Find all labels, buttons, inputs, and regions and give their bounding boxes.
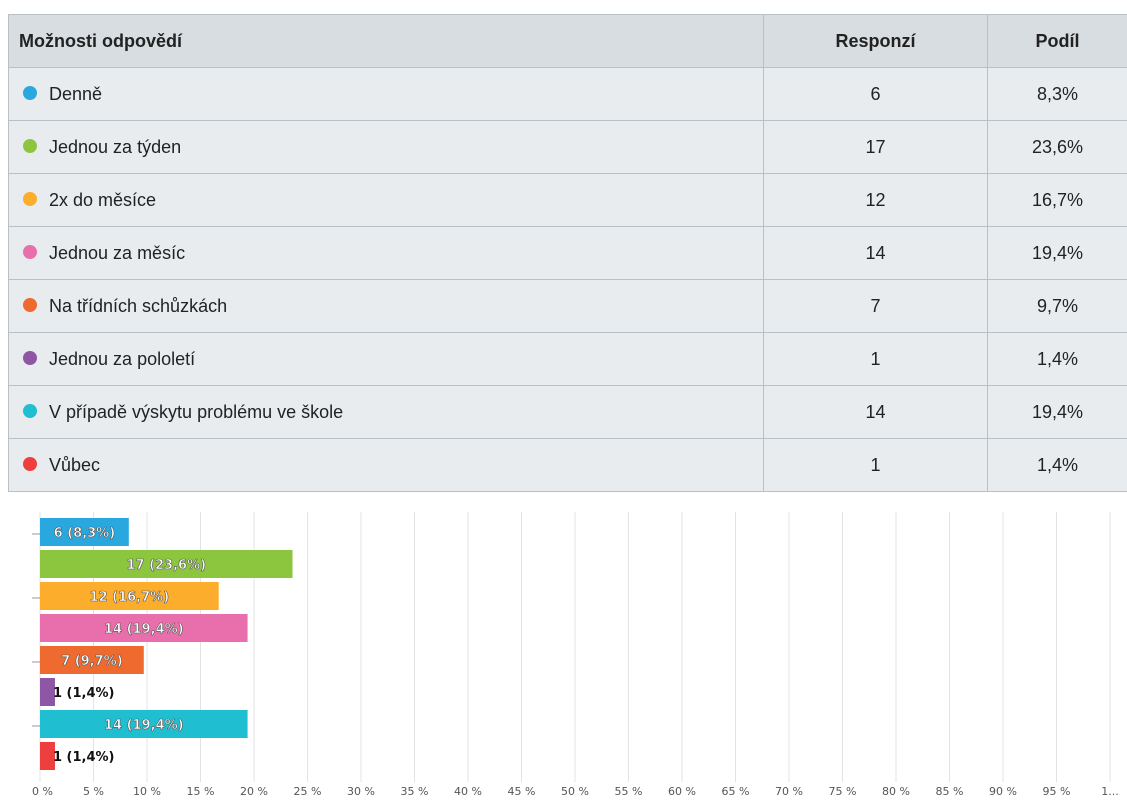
response-share: 19,4% (987, 385, 1127, 439)
bar-chart: 0 % 5 % 10 % 15 % 20 % 25 % 30 % 35 % 40 % 45 % 50… (32, 512, 1119, 798)
option-cell: Jednou za pololetí (8, 332, 764, 386)
x-tick-label: 55 % (615, 785, 643, 798)
bar-label: 14 (19,4%) (104, 718, 184, 733)
bar-label: 7 (9,7%) (61, 654, 123, 669)
color-dot-icon (23, 139, 37, 154)
option-cell: Vůbec (8, 438, 764, 492)
option-cell: 2x do měsíce (8, 173, 764, 227)
option-cell: Na třídních schůzkách (8, 279, 764, 333)
table-row: V případě výskytu problému ve škole 14 1… (8, 385, 1127, 439)
x-tick-label: 20 % (240, 785, 268, 798)
response-count: 7 (763, 279, 988, 333)
x-tick-label: 45 % (508, 785, 536, 798)
color-dot-icon (23, 192, 37, 207)
response-share: 9,7% (987, 279, 1127, 333)
bar (40, 582, 219, 610)
x-tick-label: 95 % (1043, 785, 1071, 798)
x-tick-label: 1... (1101, 785, 1119, 798)
response-count: 14 (763, 385, 988, 439)
bar-label: 6 (8,3%) (54, 526, 116, 541)
color-dot-icon (23, 404, 37, 419)
x-tick-label: 5 % (83, 785, 104, 798)
bar (40, 678, 55, 706)
table-row: 2x do měsíce 12 16,7% (8, 173, 1127, 227)
header-responses: Responzí (763, 14, 988, 68)
response-share: 19,4% (987, 226, 1127, 280)
color-dot-icon (23, 298, 37, 313)
table-row: Jednou za týden 17 23,6% (8, 120, 1127, 174)
response-share: 23,6% (987, 120, 1127, 174)
response-count: 6 (763, 67, 988, 121)
bar-label: 12 (16,7%) (90, 590, 170, 605)
response-count: 1 (763, 438, 988, 492)
option-cell: Jednou za měsíc (8, 226, 764, 280)
bar-label: 1 (1,4%) (53, 686, 115, 701)
results-table: Možnosti odpovědí Responzí Podíl Denně 6… (8, 14, 1127, 492)
option-label: Jednou za měsíc (49, 242, 186, 263)
x-tick-label: 0 % (32, 785, 53, 798)
option-label: Denně (49, 83, 103, 104)
bar (40, 742, 55, 770)
x-tick-label: 35 % (401, 785, 429, 798)
response-share: 8,3% (987, 67, 1127, 121)
option-label: 2x do měsíce (49, 189, 157, 210)
option-cell: V případě výskytu problému ve škole (8, 385, 764, 439)
x-tick-label: 25 % (294, 785, 322, 798)
color-dot-icon (23, 245, 37, 260)
bar (40, 518, 129, 546)
table-header-row: Možnosti odpovědí Responzí Podíl (8, 14, 1127, 68)
bar-label: 14 (19,4%) (104, 622, 184, 637)
response-share: 1,4% (987, 438, 1127, 492)
x-tick-label: 75 % (829, 785, 857, 798)
x-tick-label: 70 % (775, 785, 803, 798)
option-cell: Jednou za týden (8, 120, 764, 174)
x-tick-label: 60 % (668, 785, 696, 798)
color-dot-icon (23, 351, 37, 366)
bar (40, 646, 144, 674)
option-label: Jednou za týden (49, 136, 182, 157)
table-row: Na třídních schůzkách 7 9,7% (8, 279, 1127, 333)
response-count: 1 (763, 332, 988, 386)
option-label: Jednou za pololetí (49, 348, 196, 369)
bar (40, 614, 248, 642)
table-row: Denně 6 8,3% (8, 67, 1127, 121)
bar-label: 17 (23,6%) (126, 558, 206, 573)
header-share: Podíl (987, 14, 1127, 68)
option-label: Na třídních schůzkách (49, 295, 228, 316)
table-row: Jednou za měsíc 14 19,4% (8, 226, 1127, 280)
x-tick-label: 40 % (454, 785, 482, 798)
response-share: 1,4% (987, 332, 1127, 386)
response-count: 12 (763, 173, 988, 227)
header-options: Možnosti odpovědí (8, 14, 764, 68)
table-row: Jednou za pololetí 1 1,4% (8, 332, 1127, 386)
x-tick-label: 10 % (133, 785, 161, 798)
response-count: 14 (763, 226, 988, 280)
response-count: 17 (763, 120, 988, 174)
x-tick-label: 80 % (882, 785, 910, 798)
x-tick-label: 85 % (936, 785, 964, 798)
x-tick-label: 90 % (989, 785, 1017, 798)
color-dot-icon (23, 86, 37, 101)
color-dot-icon (23, 457, 37, 472)
option-label: V případě výskytu problému ve škole (49, 401, 344, 422)
response-share: 16,7% (987, 173, 1127, 227)
x-tick-label: 50 % (561, 785, 589, 798)
option-label: Vůbec (49, 454, 101, 475)
bar (40, 550, 293, 578)
bar-label: 1 (1,4%) (53, 750, 115, 765)
x-tick-label: 30 % (347, 785, 375, 798)
bar (40, 710, 248, 738)
table-row: Vůbec 1 1,4% (8, 438, 1127, 492)
x-tick-label: 65 % (722, 785, 750, 798)
x-tick-label: 15 % (187, 785, 215, 798)
option-cell: Denně (8, 67, 764, 121)
